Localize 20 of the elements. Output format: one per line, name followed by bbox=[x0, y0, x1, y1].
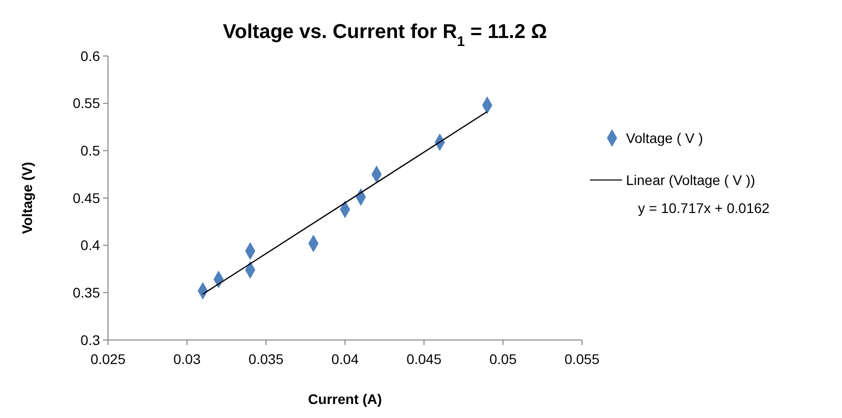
y-tick-label: 0.4 bbox=[80, 237, 100, 254]
y-tick-label: 0.35 bbox=[72, 284, 100, 301]
x-tick-label: 0.035 bbox=[248, 351, 284, 367]
legend-label: Linear (Voltage ( V )) bbox=[626, 172, 756, 188]
y-tick-label: 0.3 bbox=[80, 332, 100, 348]
text: y = 10.717x + 0.0162 bbox=[638, 200, 770, 216]
y-tick-label: 0.5 bbox=[80, 142, 100, 159]
chart-title: Voltage vs. Current for R$_{1}$ = 11.2 Ω bbox=[222, 21, 548, 49]
y-axis-title: Voltage (V) bbox=[19, 162, 35, 234]
x-tick-label: 0.04 bbox=[331, 351, 359, 367]
legend-label: Voltage ( V ) bbox=[626, 130, 704, 146]
x-tick-label: 0.055 bbox=[564, 351, 600, 367]
y-tick-label: 0.6 bbox=[80, 48, 100, 64]
x-tick-label: 0.025 bbox=[90, 351, 126, 367]
y-tick-label: 0.45 bbox=[72, 190, 100, 206]
x-axis-title: Current (A) bbox=[308, 391, 382, 407]
x-tick-label: 0.05 bbox=[489, 351, 517, 367]
y-tick-label: 0.55 bbox=[72, 95, 100, 112]
x-tick-label: 0.03 bbox=[173, 351, 201, 367]
x-tick-label: 0.045 bbox=[406, 351, 442, 367]
